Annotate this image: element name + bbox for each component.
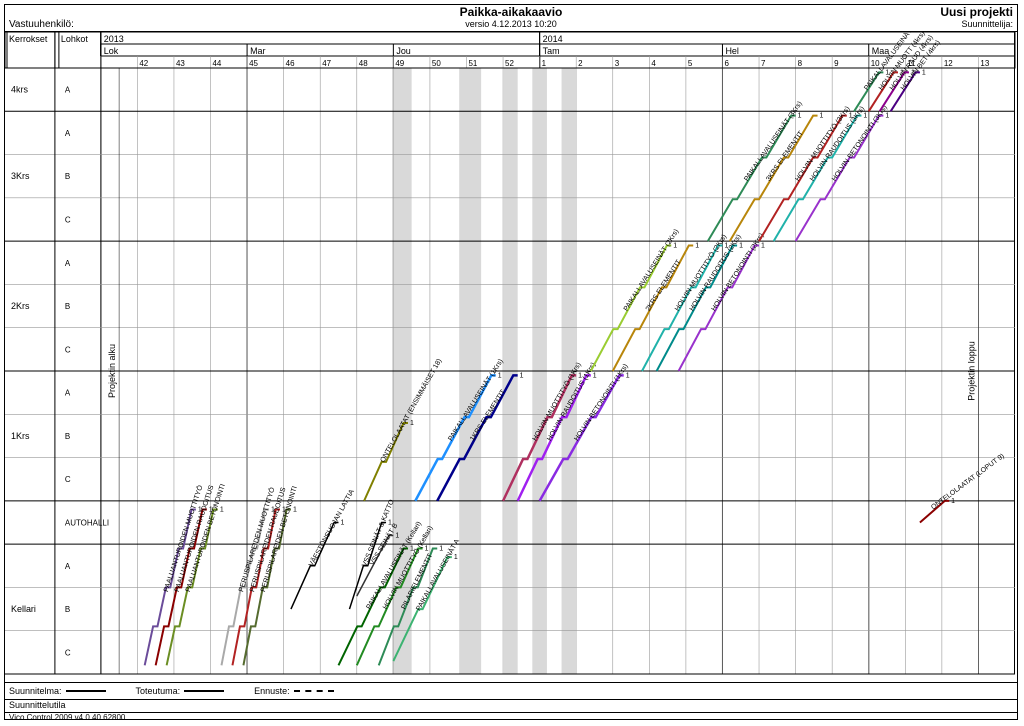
svg-text:C: C xyxy=(65,345,71,354)
svg-text:C: C xyxy=(65,215,71,224)
svg-text:A: A xyxy=(65,259,71,268)
svg-text:1: 1 xyxy=(951,498,955,505)
svg-text:2Krs: 2Krs xyxy=(11,301,30,311)
svg-text:45: 45 xyxy=(249,59,258,68)
app-footer: Vico Control 2009 v4.0.40.62800 xyxy=(5,712,1017,725)
svg-text:1: 1 xyxy=(863,113,867,120)
svg-text:B: B xyxy=(65,172,70,181)
svg-text:1: 1 xyxy=(454,554,458,561)
chart-svg: Kerrokset Lohkot 2013 2014 Lok Mar Jou Tam Hel Ma… xyxy=(5,32,1017,682)
svg-text:A: A xyxy=(65,389,71,398)
svg-text:C: C xyxy=(65,475,71,484)
version: versio 4.12.2013 10:20 xyxy=(5,19,1017,29)
svg-text:9: 9 xyxy=(834,59,839,68)
svg-text:1: 1 xyxy=(498,372,502,379)
svg-text:49: 49 xyxy=(395,59,404,68)
svg-text:Hel: Hel xyxy=(725,46,738,56)
legend-plan: Suunnitelma: xyxy=(9,686,106,696)
svg-text:C: C xyxy=(65,648,71,657)
svg-text:Projektin alku: Projektin alku xyxy=(107,344,117,398)
svg-text:ONTELOLAATAT (LOPUT 9): ONTELOLAATAT (LOPUT 9) xyxy=(930,453,1006,512)
svg-text:B: B xyxy=(65,302,70,311)
svg-text:1: 1 xyxy=(626,372,630,379)
flowline-chart: Kerrokset Lohkot 2013 2014 Lok Mar Jou Tam Hel Ma… xyxy=(5,32,1017,682)
status-bar: Suunnittelutila xyxy=(5,699,1017,712)
svg-text:44: 44 xyxy=(213,59,222,68)
svg-text:Lok: Lok xyxy=(104,46,119,56)
svg-text:1: 1 xyxy=(739,242,743,249)
svg-text:1: 1 xyxy=(340,519,344,526)
svg-text:5: 5 xyxy=(688,59,693,68)
svg-text:43: 43 xyxy=(176,59,185,68)
header: Vastuuhenkilö: Paikka-aikakaavio versio … xyxy=(5,5,1017,32)
svg-text:3Krs: 3Krs xyxy=(11,171,30,181)
svg-text:A: A xyxy=(65,86,71,95)
svg-text:B: B xyxy=(65,432,70,441)
svg-text:1: 1 xyxy=(922,69,926,76)
svg-text:Jou: Jou xyxy=(396,46,410,56)
svg-text:7: 7 xyxy=(761,59,766,68)
svg-text:47: 47 xyxy=(322,59,331,68)
svg-text:Mar: Mar xyxy=(250,46,265,56)
svg-text:1: 1 xyxy=(885,113,889,120)
svg-text:1: 1 xyxy=(593,372,597,379)
svg-text:1: 1 xyxy=(798,113,802,120)
svg-text:Kellari: Kellari xyxy=(11,604,36,614)
svg-text:1: 1 xyxy=(695,242,699,249)
svg-text:2013: 2013 xyxy=(104,34,124,44)
svg-text:52: 52 xyxy=(505,59,514,68)
svg-text:1: 1 xyxy=(220,507,224,514)
svg-text:1Krs: 1Krs xyxy=(11,431,30,441)
svg-text:1: 1 xyxy=(425,545,429,552)
svg-text:B: B xyxy=(65,605,70,614)
svg-text:13: 13 xyxy=(980,59,989,68)
svg-text:2: 2 xyxy=(578,59,583,68)
svg-text:4: 4 xyxy=(651,59,656,68)
svg-text:AUTOHALLI: AUTOHALLI xyxy=(65,518,109,527)
title: Paikka-aikakaavio xyxy=(5,5,1017,19)
svg-text:48: 48 xyxy=(359,59,368,68)
svg-text:6: 6 xyxy=(724,59,729,68)
legend-forecast: Ennuste: xyxy=(254,686,334,696)
svg-text:50: 50 xyxy=(432,59,441,68)
svg-text:A: A xyxy=(65,562,71,571)
svg-text:1: 1 xyxy=(820,113,824,120)
svg-text:8: 8 xyxy=(798,59,803,68)
svg-text:42: 42 xyxy=(139,59,148,68)
project-name: Uusi projekti xyxy=(940,5,1013,19)
svg-text:1: 1 xyxy=(410,420,414,427)
svg-text:1: 1 xyxy=(439,545,443,552)
svg-text:VÄESTÖNSUOJAN LATTIA: VÄESTÖNSUOJAN LATTIA xyxy=(307,488,356,568)
svg-text:3: 3 xyxy=(615,59,620,68)
svg-text:46: 46 xyxy=(286,59,295,68)
svg-text:Lohkot: Lohkot xyxy=(61,34,88,44)
svg-text:4krs: 4krs xyxy=(11,85,28,95)
svg-text:A: A xyxy=(65,129,71,138)
svg-text:1: 1 xyxy=(293,507,297,514)
svg-text:Kerrokset: Kerrokset xyxy=(9,34,48,44)
svg-text:Maa: Maa xyxy=(872,46,889,56)
svg-text:1: 1 xyxy=(520,372,524,379)
report-frame: Vastuuhenkilö: Paikka-aikakaavio versio … xyxy=(4,4,1018,720)
svg-text:51: 51 xyxy=(468,59,477,68)
svg-text:1: 1 xyxy=(542,59,547,68)
svg-text:Tam: Tam xyxy=(543,46,560,56)
svg-text:12: 12 xyxy=(944,59,953,68)
legend: Suunnitelma: Toteutuma: Ennuste: xyxy=(5,682,1017,699)
svg-text:1: 1 xyxy=(761,242,765,249)
svg-text:2014: 2014 xyxy=(543,34,563,44)
svg-text:1: 1 xyxy=(395,532,399,539)
designer-label: Suunnittelija: xyxy=(961,19,1013,29)
legend-actual: Toteutuma: xyxy=(136,686,225,696)
svg-text:Projektin loppu: Projektin loppu xyxy=(966,341,976,400)
svg-text:1: 1 xyxy=(673,242,677,249)
